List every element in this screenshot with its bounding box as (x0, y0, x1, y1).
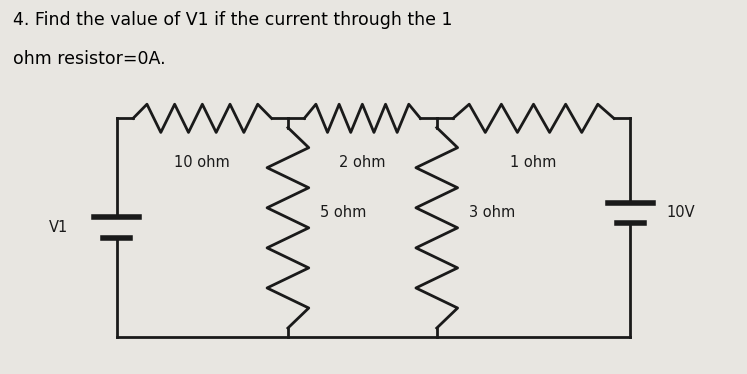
Text: 2 ohm: 2 ohm (339, 155, 385, 170)
Text: 10 ohm: 10 ohm (175, 155, 230, 170)
Text: V1: V1 (49, 220, 69, 235)
Text: 10V: 10V (666, 205, 695, 221)
Text: 1 ohm: 1 ohm (510, 155, 557, 170)
Text: 4. Find the value of V1 if the current through the 1: 4. Find the value of V1 if the current t… (13, 11, 452, 29)
Text: 3 ohm: 3 ohm (469, 205, 515, 221)
Text: ohm resistor=0A.: ohm resistor=0A. (13, 50, 165, 68)
Text: 5 ohm: 5 ohm (320, 205, 366, 221)
